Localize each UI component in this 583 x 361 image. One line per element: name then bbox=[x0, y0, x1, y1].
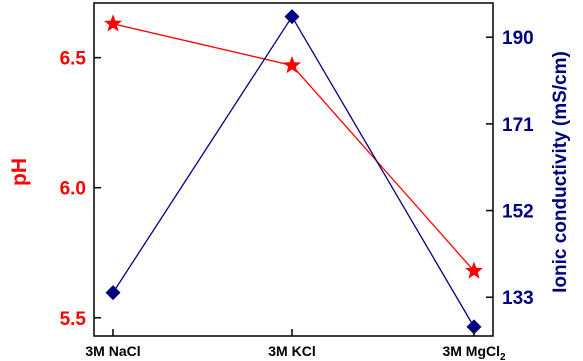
x-tick-label: 3M MgCl2 bbox=[442, 343, 506, 361]
y-right-tick-label: 190 bbox=[502, 28, 534, 49]
series-point-star bbox=[464, 261, 484, 279]
y-right-axis-label: Ionic conductivity (mS/cm) bbox=[550, 51, 571, 293]
series-point-star bbox=[103, 14, 123, 32]
series-point-diamond bbox=[105, 285, 121, 301]
series-point-diamond bbox=[284, 9, 300, 25]
y-left-tick-label: 5.5 bbox=[60, 309, 87, 330]
y-left-axis-label: pH bbox=[8, 158, 31, 186]
series-point-diamond bbox=[466, 319, 482, 335]
y-right-tick-label: 171 bbox=[502, 115, 534, 136]
plot-frame bbox=[93, 2, 494, 337]
series-markers bbox=[103, 9, 484, 335]
y-left-tick-label: 6.0 bbox=[60, 179, 86, 200]
axes: 5.5 6.0 6.5 133 152 171 190 3M NaCl 3M KCl 3M MgC… bbox=[60, 28, 535, 361]
series-point-star bbox=[282, 55, 302, 74]
y-right-tick-label: 133 bbox=[502, 288, 534, 309]
y-right-tick-label: 152 bbox=[502, 202, 534, 223]
y-left-tick-label: 6.5 bbox=[60, 49, 87, 70]
x-tick-label: 3M KCl bbox=[268, 343, 315, 359]
x-tick-label: 3M NaCl bbox=[85, 343, 140, 359]
